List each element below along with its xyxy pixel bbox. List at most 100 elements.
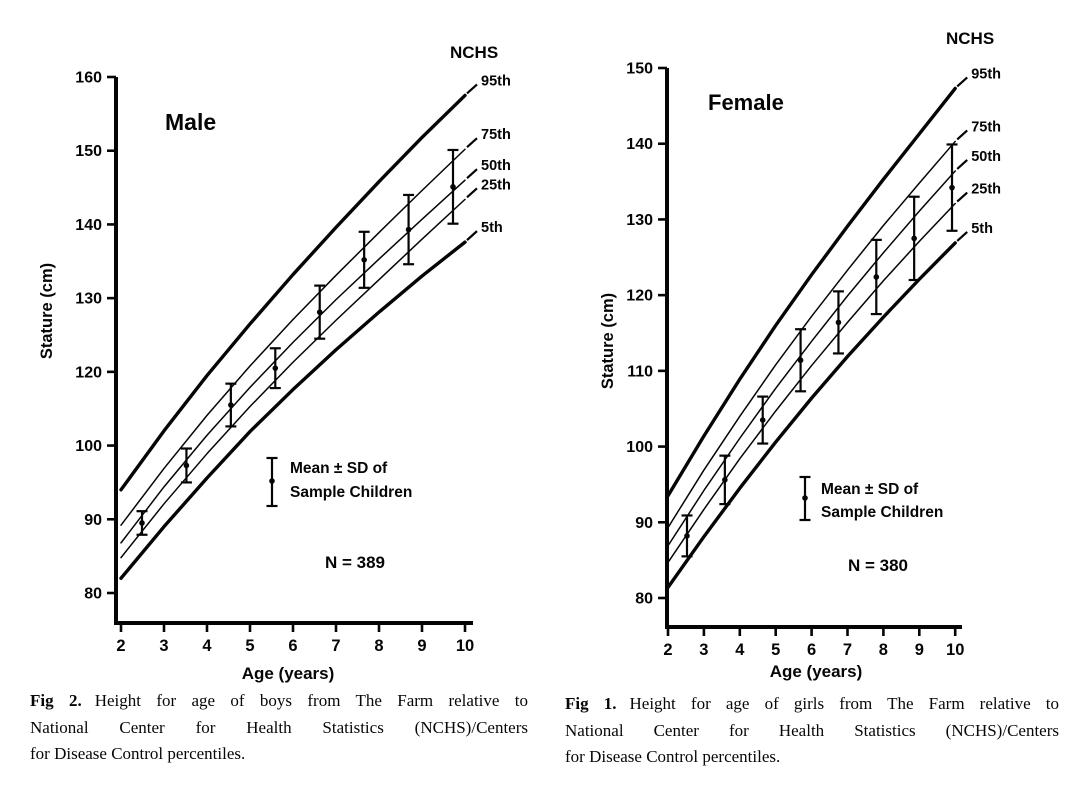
y-tick-label: 80 xyxy=(635,591,653,608)
sample-point-age-3.5 xyxy=(719,454,731,506)
x-tick-label: 10 xyxy=(456,637,474,655)
x-axis-title: Age (years) xyxy=(242,664,335,683)
panel-title: Female xyxy=(708,90,784,115)
growth-charts-canvas: 80 90 100 120 130 140 150 160 2 3 4 5 6 7 8 9 10 Stature … xyxy=(38,29,1001,683)
curve-95th xyxy=(666,86,957,498)
x-tick-label: 8 xyxy=(879,641,888,659)
sample-size-label: N = 380 xyxy=(848,556,908,575)
y-axis-title: Stature (cm) xyxy=(599,293,617,389)
legend: Mean ± SD of Sample Children xyxy=(799,475,943,522)
x-tick-label: 6 xyxy=(807,641,816,659)
curve-label-leader xyxy=(466,168,478,180)
curve-label-leader xyxy=(466,137,478,149)
curve-75th xyxy=(667,140,956,529)
mean-dot xyxy=(450,184,456,190)
mean-dot xyxy=(183,462,190,469)
curve-25th xyxy=(667,202,956,564)
fig1-label: Fig 1. xyxy=(565,694,617,713)
curve-label-95th: 95th xyxy=(481,73,511,89)
x-tick-label: 10 xyxy=(946,641,964,659)
curve-label-5th: 5th xyxy=(971,221,993,237)
nchs-header: NCHS xyxy=(450,43,498,62)
sample-point-age-2.5 xyxy=(136,510,148,536)
mean-dot xyxy=(949,184,955,191)
mean-dot xyxy=(228,402,234,408)
curve-label-95th: 95th xyxy=(971,66,1001,82)
curve-label-5th: 5th xyxy=(481,220,503,236)
y-tick-label: 130 xyxy=(626,212,653,229)
x-tick-label: 7 xyxy=(331,637,340,655)
curve-label-75th: 75th xyxy=(481,127,511,143)
y-tick-label: 80 xyxy=(84,586,102,603)
mean-dot xyxy=(722,477,728,483)
sample-point-age-9.5 xyxy=(447,148,459,225)
fig1-female-chart: 80 90 100 110 120 130 140 150 2 3 4 5 6 7 8 9 10 Stature … xyxy=(599,29,1001,681)
y-tick-label: 140 xyxy=(75,217,102,234)
y-tick-label: 110 xyxy=(627,363,653,380)
legend-text-line2: Sample Children xyxy=(821,504,943,521)
fig2-caption-line2: National Center for Health Statistics (N… xyxy=(30,717,528,737)
mean-dot xyxy=(873,274,880,280)
mean-dot xyxy=(139,520,145,526)
fig2-caption-line3: for Disease Control percentiles. xyxy=(30,744,246,763)
x-tick-label: 4 xyxy=(202,637,212,655)
sample-point-age-6.5 xyxy=(832,290,844,355)
x-tick-label: 4 xyxy=(735,641,745,659)
y-tick-label: 130 xyxy=(75,291,102,308)
x-tick-label: 9 xyxy=(915,641,924,659)
sample-point-age-7.5 xyxy=(358,230,370,289)
sample-point-age-2.5 xyxy=(681,514,693,558)
sample-point-age-9.5 xyxy=(946,143,958,232)
curve-50th xyxy=(667,170,956,547)
y-tick-label: 90 xyxy=(635,515,653,532)
fig2-male-chart: 80 90 100 120 130 140 150 160 2 3 4 5 6 7 8 9 10 Stature … xyxy=(38,43,511,683)
x-tick-label: 8 xyxy=(374,637,383,655)
curve-label-leader xyxy=(466,187,478,199)
x-axis-title: Age (years) xyxy=(770,662,863,681)
legend: Mean ± SD of Sample Children xyxy=(266,456,412,508)
fig1-caption-line3: for Disease Control percentiles. xyxy=(565,747,781,766)
mean-dot xyxy=(405,226,412,233)
y-tick-label: 140 xyxy=(626,136,653,153)
curve-label-leader xyxy=(956,191,968,203)
legend-text-line1: Mean ± SD of xyxy=(821,481,919,498)
y-tick-label: 90 xyxy=(84,512,102,529)
mean-dot xyxy=(911,235,917,242)
fig1-caption: Fig 1. Height for age of girls from The F… xyxy=(565,691,1059,771)
x-tick-label: 5 xyxy=(771,641,780,659)
mean-dot xyxy=(759,417,766,423)
fig1-caption-line1: Fig 1. Height for age of girls from The F… xyxy=(565,691,1059,718)
legend-mean-dot xyxy=(802,495,808,501)
y-tick-label: 160 xyxy=(75,70,102,87)
sample-point-age-3.5 xyxy=(180,447,192,484)
curve-25th xyxy=(120,198,466,559)
curve-label-75th: 75th xyxy=(971,119,1001,135)
sample-point-age-5.5 xyxy=(795,328,807,393)
curve-label-leader xyxy=(956,159,968,170)
curve-95th xyxy=(119,93,467,492)
y-tick-label: 100 xyxy=(626,439,653,456)
fig2-label: Fig 2. xyxy=(30,691,82,710)
x-tick-label: 2 xyxy=(116,637,125,655)
mean-dot xyxy=(835,319,842,326)
x-tick-label: 3 xyxy=(699,641,708,659)
curve-5th xyxy=(119,240,467,580)
y-tick-label: 150 xyxy=(75,143,102,160)
curve-label-50th: 50th xyxy=(971,149,1001,165)
mean-dot xyxy=(684,533,690,539)
curve-label-leader xyxy=(466,230,478,241)
sample-size-label: N = 389 xyxy=(325,553,385,572)
sample-point-age-6.5 xyxy=(314,284,326,340)
x-tick-label: 6 xyxy=(288,637,297,655)
sample-point-age-4.5 xyxy=(757,395,769,445)
y-axis-title: Stature (cm) xyxy=(38,263,56,359)
x-tick-label: 7 xyxy=(843,641,852,659)
curve-label-25th: 25th xyxy=(971,182,1001,198)
x-tick-label: 9 xyxy=(417,637,426,655)
curve-label-50th: 50th xyxy=(481,158,511,174)
sample-point-age-8.5 xyxy=(908,195,920,282)
x-tick-label: 2 xyxy=(663,641,672,659)
sample-point-age-7.5 xyxy=(870,238,882,316)
y-tick-label: 120 xyxy=(75,364,102,381)
